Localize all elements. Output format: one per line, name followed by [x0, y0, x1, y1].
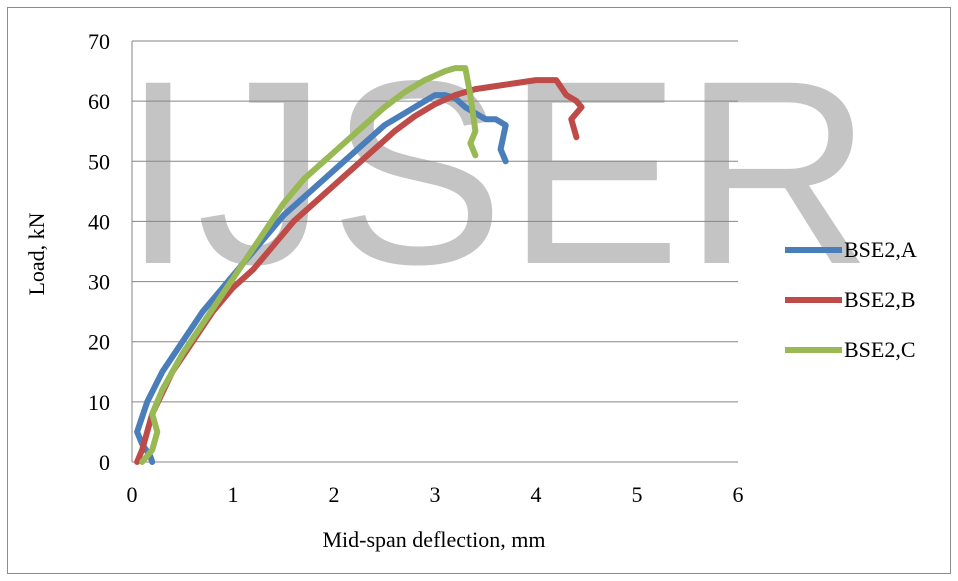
y-tick-label-7: 70 [88, 29, 110, 54]
y-tick-label-6: 60 [88, 89, 110, 114]
y-tick-label-1: 10 [88, 390, 110, 415]
x-tick-label-1: 1 [228, 482, 239, 507]
y-tick-label-4: 40 [88, 209, 110, 234]
chart-frame [7, 7, 951, 574]
series-lines [134, 65, 585, 465]
gridlines [131, 40, 738, 463]
y-axis-title: Load, kN [24, 212, 49, 295]
x-tick-label-2: 2 [329, 482, 340, 507]
series-line-2 [139, 65, 479, 465]
x-tick-label-6: 6 [733, 482, 744, 507]
y-tick-label-0: 0 [99, 450, 110, 475]
x-axis-title: Mid-span deflection, mm [322, 527, 545, 552]
x-tick-label-5: 5 [632, 482, 643, 507]
series-line-1 [134, 77, 585, 465]
legend-label-2: BSE2,C [844, 337, 916, 362]
x-tick-label-0: 0 [127, 482, 138, 507]
x-tick-labels: 0 1 2 3 4 5 6 [127, 482, 744, 507]
legend-label-0: BSE2,A [844, 237, 917, 262]
y-tick-label-5: 50 [88, 149, 110, 174]
x-tick-label-3: 3 [430, 482, 441, 507]
y-tick-label-2: 20 [88, 330, 110, 355]
series-line-0 [134, 92, 509, 465]
y-tick-label-3: 30 [88, 270, 110, 295]
legend-label-1: BSE2,B [844, 287, 916, 312]
x-tick-label-4: 4 [531, 482, 542, 507]
y-tick-labels: 0 10 20 30 40 50 60 70 [88, 29, 110, 475]
legend: BSE2,A BSE2,B BSE2,C [785, 237, 917, 362]
